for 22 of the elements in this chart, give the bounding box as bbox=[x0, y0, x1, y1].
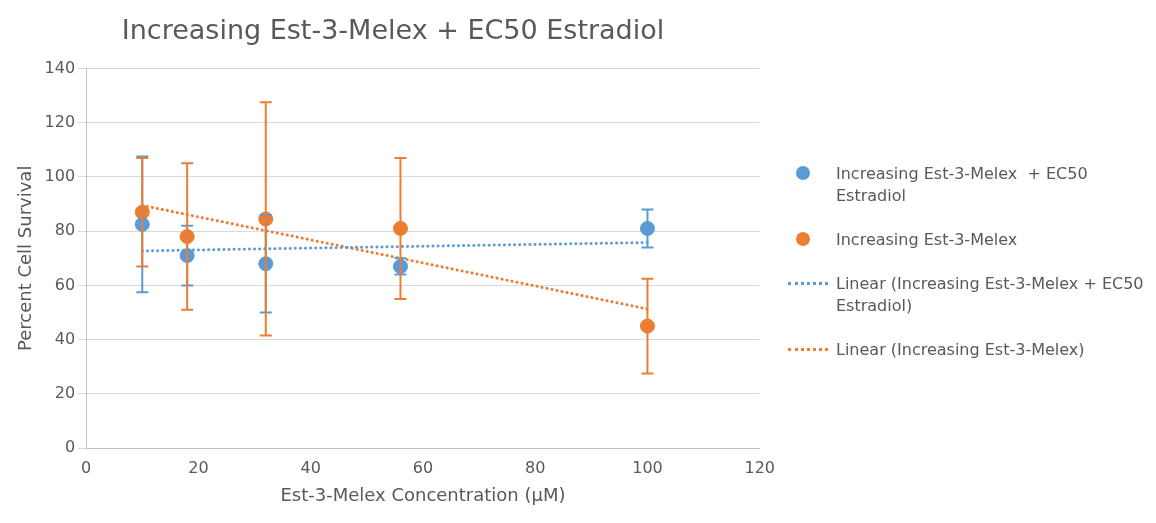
x-tick-label: 100 bbox=[632, 457, 663, 477]
legend-label: Linear (Increasing Est-3-Melex) bbox=[836, 338, 1085, 361]
legend-label: Increasing Est-3-Melex + EC50 Estradiol bbox=[836, 162, 1089, 207]
y-tick-label: 20 bbox=[54, 383, 76, 403]
x-tick-label: 40 bbox=[300, 457, 321, 477]
y-tick-label: 80 bbox=[54, 220, 76, 240]
x-tick-label: 60 bbox=[412, 457, 434, 477]
x-tick-label: 120 bbox=[744, 457, 775, 477]
y-tick-label: 40 bbox=[54, 328, 76, 348]
legend-label: Linear (Increasing Est-3-Melex + EC50 Estradiol) bbox=[836, 272, 1145, 317]
x-tick-label: 80 bbox=[525, 457, 546, 477]
y-tick-label: 120 bbox=[44, 111, 76, 131]
x-tick-label: 0 bbox=[81, 457, 92, 477]
x-axis-title: Est-3-Melex Concentration (µM) bbox=[280, 483, 566, 505]
y-tick-label: 0 bbox=[64, 437, 76, 457]
y-tick-label: 140 bbox=[44, 57, 76, 77]
y-tick-label: 60 bbox=[54, 274, 76, 294]
x-tick-label: 20 bbox=[188, 457, 209, 477]
y-tick-label: 100 bbox=[44, 166, 76, 186]
chart-title: Increasing Est-3-Melex + EC50 Estradiol bbox=[121, 14, 665, 46]
legend-label: Increasing Est-3-Melex bbox=[836, 228, 1018, 251]
y-axis-title: Percent Cell Survival bbox=[14, 165, 36, 351]
